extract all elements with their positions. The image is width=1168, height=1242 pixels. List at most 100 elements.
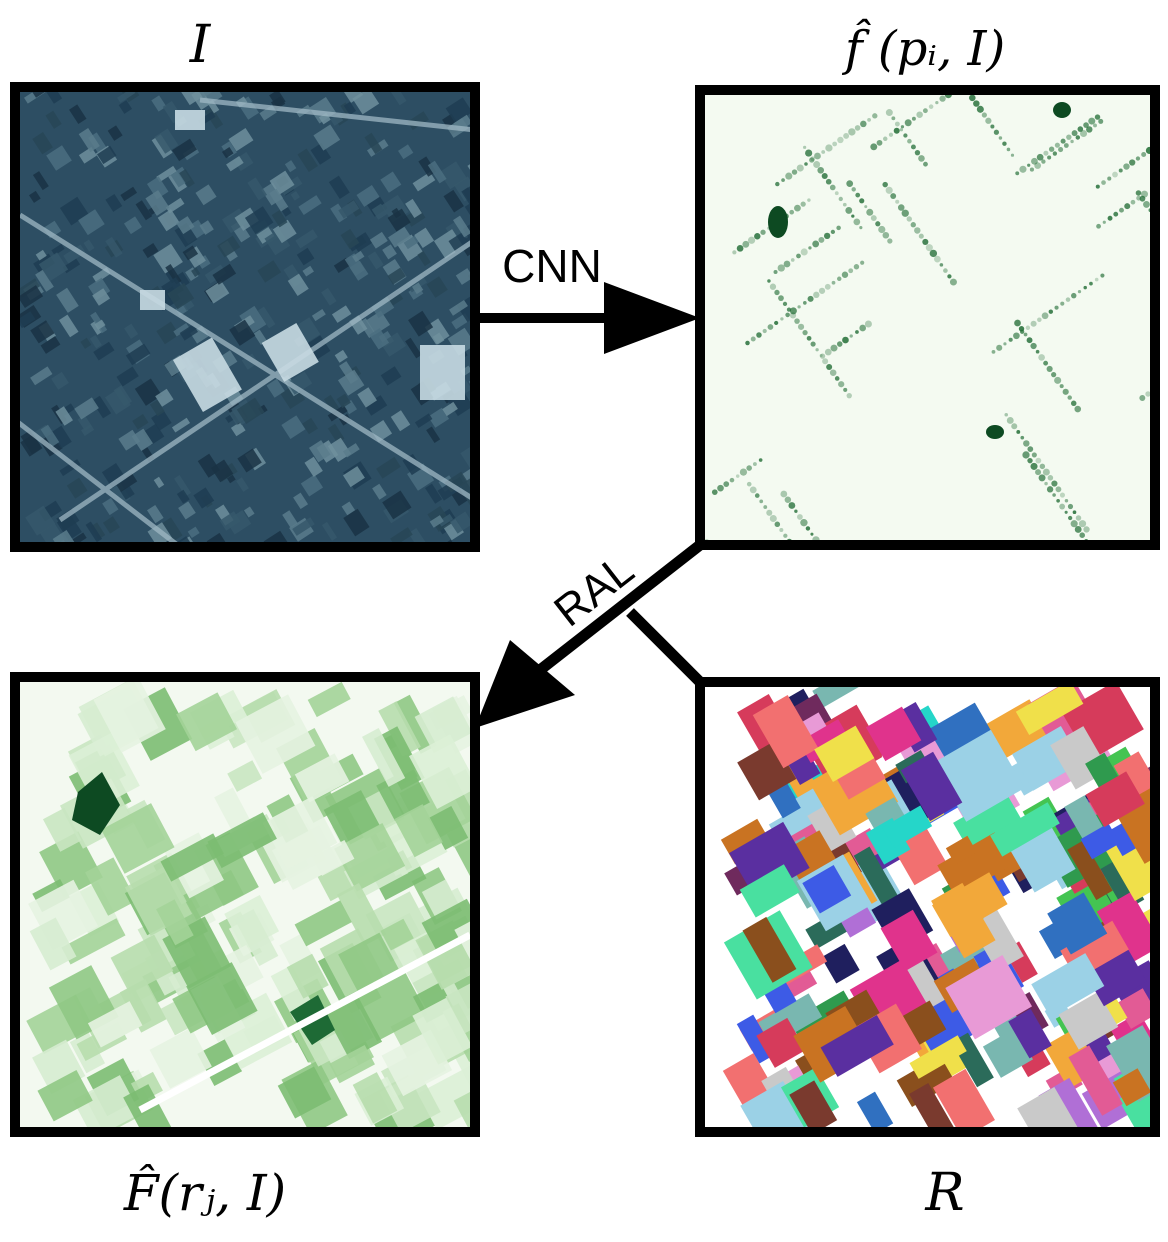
region-block	[408, 734, 475, 810]
prediction-dot	[826, 555, 831, 560]
prediction-dot	[916, 111, 923, 118]
prediction-dot	[803, 301, 807, 305]
prediction-dot	[1015, 171, 1020, 176]
prediction-dot	[883, 136, 888, 142]
prediction-dot	[1019, 165, 1027, 173]
prediction-dot	[864, 205, 868, 209]
satellite-block	[269, 188, 289, 212]
region-segment	[937, 832, 1014, 898]
prediction-dot	[814, 152, 821, 160]
satellite-block	[199, 220, 214, 235]
prediction-dot	[712, 552, 717, 557]
satellite-block	[344, 253, 365, 276]
prediction-dot	[777, 264, 785, 272]
satellite-block	[264, 228, 291, 256]
satellite-block	[187, 526, 200, 539]
prediction-dot	[876, 139, 883, 146]
region-segment	[1096, 891, 1155, 966]
prediction-dot	[922, 108, 928, 114]
prediction-dot	[981, 112, 987, 118]
prediction-dot	[754, 493, 760, 498]
satellite-block	[132, 413, 149, 430]
prediction-dot	[859, 226, 863, 230]
prediction-dot	[817, 166, 825, 174]
satellite-block	[85, 521, 103, 543]
prediction-dot	[1013, 332, 1020, 340]
region-segment	[798, 719, 851, 763]
satellite-block	[352, 250, 365, 263]
prediction-dot	[846, 180, 854, 187]
prediction-dot	[1130, 199, 1136, 205]
prediction-dot	[767, 279, 771, 283]
regions-panel	[695, 677, 1160, 1137]
prediction-dot	[1135, 190, 1142, 196]
prediction-dot	[733, 581, 736, 584]
prediction-dot	[891, 116, 896, 121]
prediction-dot	[1145, 391, 1151, 397]
prediction-dot	[822, 358, 829, 365]
satellite-block	[237, 448, 262, 473]
region-block	[294, 753, 350, 803]
prediction-dot	[1123, 163, 1130, 170]
satellite-block	[56, 508, 80, 531]
prediction-dot	[773, 270, 778, 275]
prediction-dot	[860, 260, 865, 265]
prediction-dot	[1072, 510, 1077, 515]
prediction-dot	[1060, 138, 1066, 144]
prediction-dot	[805, 149, 813, 157]
prediction-dot	[797, 323, 805, 330]
satellite-block	[165, 197, 185, 214]
prediction-dot	[766, 509, 773, 516]
prediction-dot	[1011, 423, 1018, 430]
region-segment	[891, 826, 949, 886]
prediction-dot	[914, 150, 921, 156]
satellite-block	[124, 323, 139, 339]
prediction-dot	[1035, 457, 1042, 464]
prediction-dot	[790, 258, 795, 262]
satellite-block	[330, 203, 348, 223]
prediction-dot	[934, 255, 941, 263]
prediction-dot	[785, 172, 793, 180]
prediction-dot	[939, 95, 946, 102]
satellite-block	[176, 216, 195, 235]
satellite-block	[428, 407, 450, 428]
prediction-dot	[1016, 430, 1021, 434]
satellite-block	[369, 328, 390, 350]
prediction-dot	[1143, 200, 1150, 208]
prediction-dot	[925, 244, 933, 252]
satellite-block	[412, 171, 436, 192]
region-block	[277, 1066, 332, 1119]
prediction-dot	[1062, 388, 1069, 395]
satellite-block	[107, 125, 123, 141]
region-block	[227, 760, 263, 792]
prediction-dot	[746, 465, 752, 471]
satellite-block	[451, 489, 468, 507]
region-segment	[931, 882, 996, 959]
prediction-dot	[763, 505, 768, 509]
region-segment	[1068, 1045, 1123, 1116]
prediction-dot	[904, 119, 912, 127]
satellite-block	[35, 269, 54, 292]
satellite-block	[204, 106, 224, 129]
region-segment	[1031, 953, 1105, 1018]
satellite-block	[226, 155, 244, 172]
prediction-dot	[836, 341, 843, 347]
prediction-dot	[1071, 292, 1077, 299]
prediction-dot	[1048, 309, 1054, 314]
prediction-dot	[1080, 129, 1088, 137]
prediction-dot	[775, 181, 780, 187]
regions-connector	[626, 608, 704, 686]
prediction-dot	[1027, 457, 1033, 464]
satellite-block	[387, 208, 411, 232]
satellite-block	[185, 267, 199, 281]
prediction-dot	[837, 571, 844, 578]
prediction-dot	[756, 332, 762, 338]
prediction-dot	[1093, 123, 1097, 128]
prediction-dot	[821, 172, 828, 180]
satellite-block	[56, 287, 79, 313]
prediction-dot	[736, 244, 744, 252]
prediction-dot	[807, 295, 814, 302]
prediction-dot	[1006, 147, 1011, 152]
prediction-dot	[1119, 207, 1124, 213]
